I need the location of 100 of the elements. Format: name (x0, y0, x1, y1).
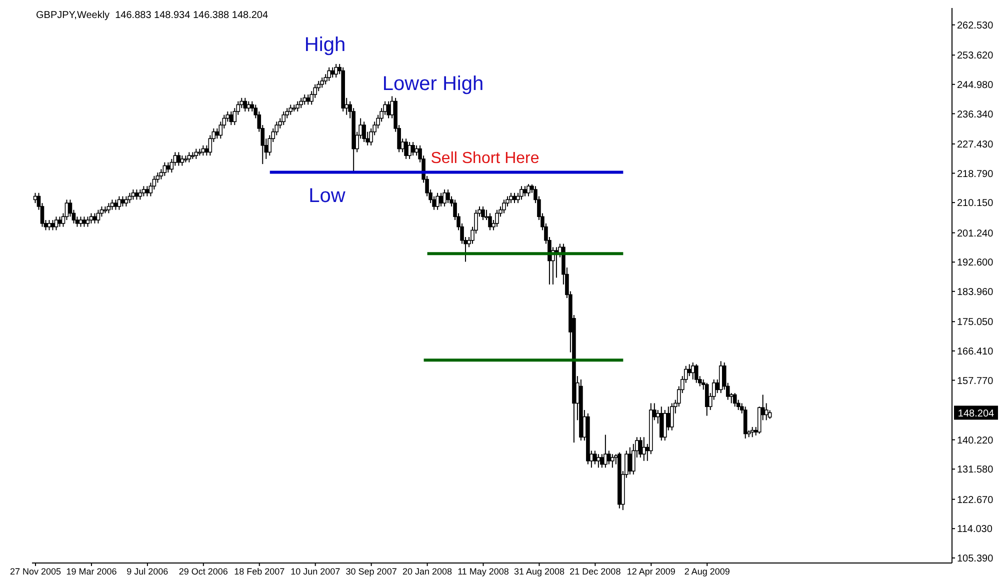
candlestick (142, 186, 146, 197)
x-tick-label: 29 Oct 2006 (178, 566, 228, 576)
candlestick (299, 97, 304, 109)
candlestick (481, 206, 485, 221)
candlestick (442, 188, 446, 207)
candlestick (176, 152, 181, 166)
candlestick (114, 199, 118, 210)
candlestick (362, 121, 366, 142)
candlestick (106, 202, 111, 214)
candlestick (166, 162, 170, 174)
x-tick-label: 19 Mar 2006 (66, 566, 117, 576)
candlestick (78, 216, 83, 228)
y-tick-label: 253.620 (957, 50, 994, 62)
candlestick (180, 155, 184, 166)
y-tick-label: 105.390 (957, 553, 994, 564)
candlestick (604, 434, 608, 468)
candlestick (124, 196, 128, 207)
candlestick (660, 406, 664, 442)
y-tick-label: 201.240 (957, 228, 994, 240)
x-tick-label: 27 Nov 2005 (10, 566, 62, 576)
candlestick (512, 192, 516, 204)
chart-title: GBPJPY,Weekly 146.883 148.934 146.388 148.204 (36, 10, 268, 21)
candlestick (306, 94, 310, 106)
candlestick (596, 454, 600, 468)
x-tick-label: 2 Aug 2009 (684, 566, 730, 576)
candlestick (134, 188, 139, 200)
candlestick (117, 196, 122, 210)
candlestick (408, 142, 412, 160)
candlestick (600, 454, 604, 468)
candlestick (694, 364, 698, 384)
candlestick (523, 186, 527, 197)
candlestick (628, 446, 632, 475)
candlestick (33, 192, 38, 204)
candlestick (54, 216, 58, 231)
candlestick (282, 110, 286, 126)
candlestick (120, 196, 125, 207)
candlestick (642, 436, 646, 462)
y-tick-label: 210.150 (957, 198, 994, 210)
candlestick (488, 212, 492, 231)
candlestick (229, 110, 234, 126)
y-tick-label: 140.220 (957, 435, 994, 446)
y-tick-label: 183.960 (957, 286, 994, 298)
candlestick (607, 450, 611, 465)
annotation: Sell Short Here (430, 150, 540, 167)
annotation: 148.204 (958, 408, 995, 420)
candlestick (82, 216, 86, 228)
candlestick (411, 142, 415, 156)
y-tick-label: 236.340 (957, 109, 994, 120)
y-tick-label: 131.580 (957, 464, 994, 476)
annotation: Lower High (382, 73, 484, 95)
annotation: High (304, 34, 346, 56)
candlestick (58, 216, 62, 228)
candlestick (194, 148, 198, 160)
candlestick (334, 63, 338, 78)
candlestick (47, 220, 52, 231)
candlestick (288, 104, 293, 116)
candlestick (732, 392, 737, 408)
candlestick (436, 192, 440, 210)
x-tick-label: 9 Jul 2006 (126, 566, 168, 576)
candlestick (718, 360, 723, 394)
candlestick (526, 184, 530, 197)
y-tick-label: 192.600 (957, 258, 994, 269)
annotation: Low (308, 185, 346, 207)
candlestick (764, 402, 768, 421)
y-tick-label: 157.770 (957, 376, 994, 387)
x-tick-label: 18 Feb 2007 (234, 566, 285, 576)
candlestick (502, 199, 506, 214)
x-tick-label: 31 Aug 2008 (514, 566, 565, 576)
candlestick (187, 152, 192, 163)
candlestick (128, 192, 132, 204)
x-tick-label: 10 Jun 2007 (290, 566, 340, 576)
y-tick-label: 218.790 (957, 168, 994, 180)
candlestick (638, 436, 642, 458)
y-tick-label: 244.980 (957, 80, 994, 91)
candlestick (92, 212, 97, 224)
y-tick-label: 114.030 (957, 524, 993, 536)
x-tick-label: 11 May 2008 (458, 566, 509, 576)
candlestick (131, 188, 136, 200)
candlestick (138, 188, 142, 200)
candlestick (327, 66, 331, 82)
candlestick (690, 362, 695, 380)
candlestick (145, 186, 150, 197)
candlestick (750, 426, 754, 438)
x-tick-label: 21 Dec 2008 (570, 566, 621, 576)
candlestick (50, 220, 55, 231)
candlestick (386, 100, 390, 119)
candlestick (520, 186, 524, 200)
candlestick (243, 97, 248, 112)
candlestick (89, 212, 94, 224)
candlestick (404, 138, 408, 160)
candlestick (663, 410, 667, 442)
candlestick (704, 382, 709, 416)
candlestick (110, 199, 114, 210)
candlestick (296, 100, 300, 112)
candlestick (670, 402, 674, 431)
x-tick-label: 20 Jan 2008 (402, 566, 452, 576)
candlestick (320, 77, 324, 88)
x-tick-label: 12 Apr 2009 (626, 566, 676, 576)
x-tick-label: 30 Sep 2007 (346, 566, 397, 576)
candlestick (330, 66, 334, 78)
